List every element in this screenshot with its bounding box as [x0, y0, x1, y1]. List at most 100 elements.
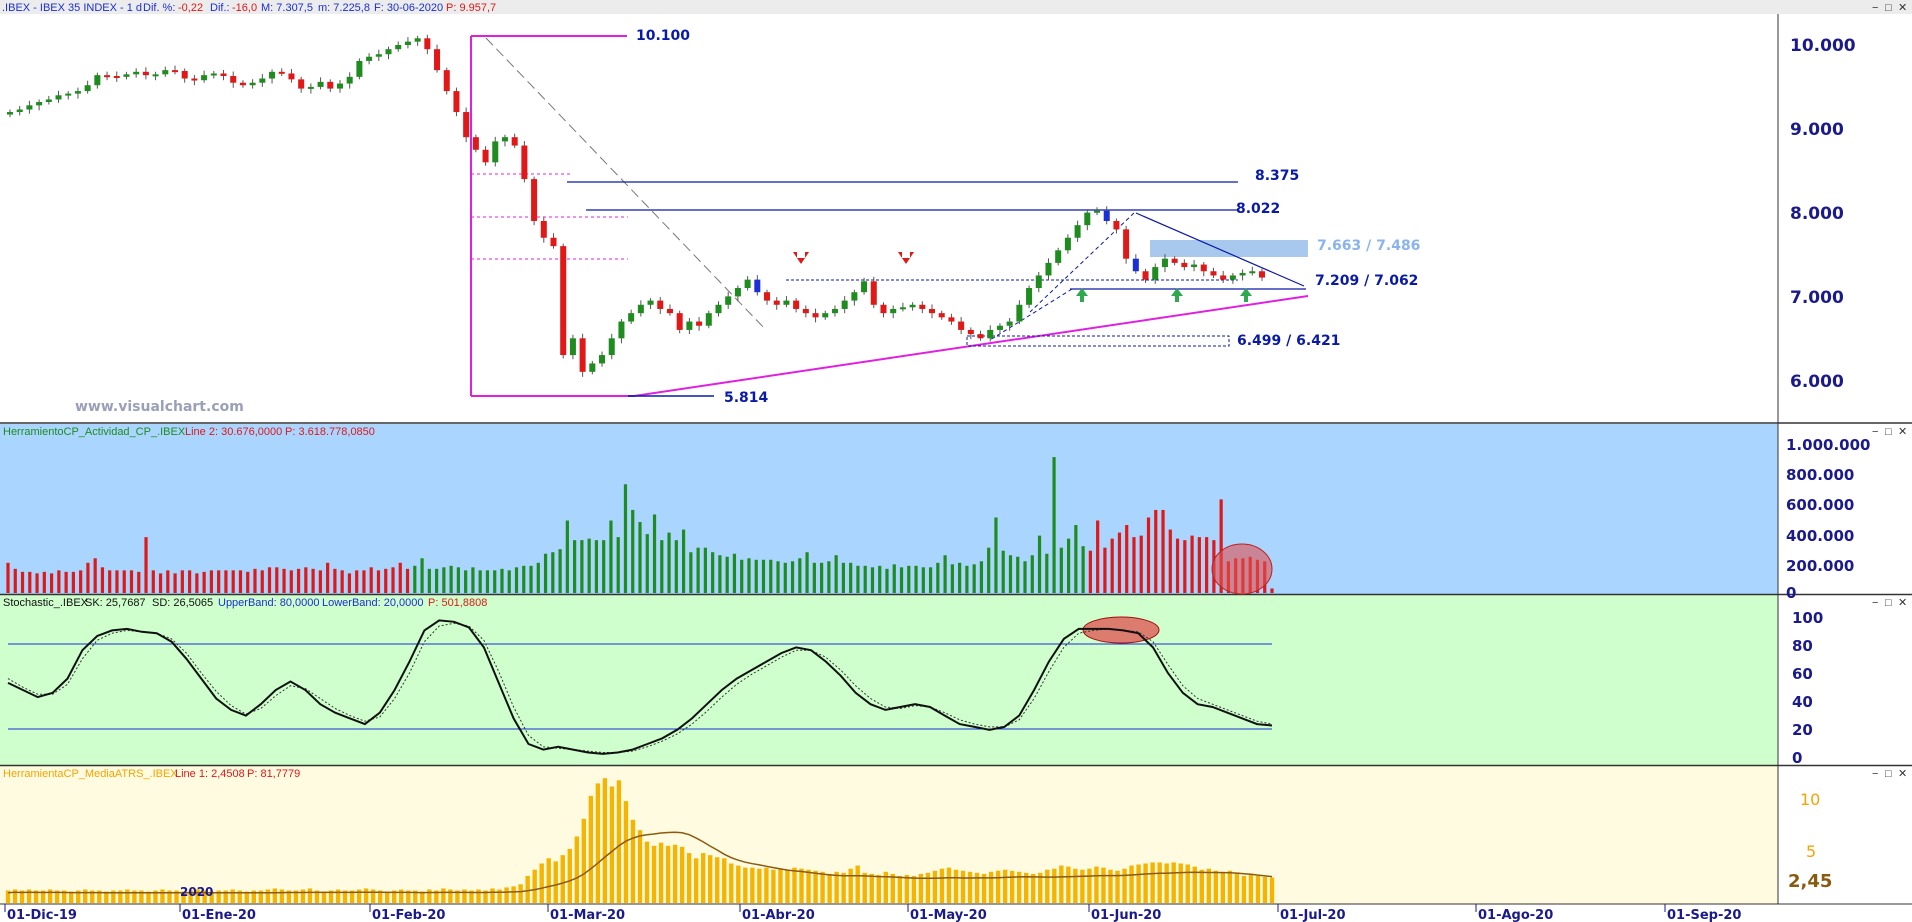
atr-bar [911, 875, 917, 903]
candle-body [113, 76, 120, 79]
stoch-p-label: P: 501,8808 [428, 597, 487, 609]
close-icon[interactable]: ✕ [1898, 2, 1907, 14]
y-tick-label: 60 [1792, 665, 1813, 683]
atr-bar [722, 858, 727, 903]
candle-body [1123, 229, 1130, 259]
candle-body [307, 86, 314, 89]
maximize-icon[interactable]: □ [1885, 426, 1892, 438]
candle-body [861, 281, 868, 293]
candle-body [1113, 220, 1120, 230]
atr-bar [560, 855, 565, 903]
atr-bar [904, 874, 910, 903]
atr-bar [26, 889, 32, 903]
price-annotations [470, 35, 1309, 397]
candle-body [434, 49, 441, 71]
candle-body [152, 74, 159, 77]
candle-body [404, 41, 411, 45]
atr-bar [1164, 863, 1169, 903]
atr-bar [111, 890, 116, 903]
atr-bar [595, 783, 601, 903]
maximize-icon[interactable]: □ [1885, 768, 1892, 780]
volume-bar [674, 540, 678, 593]
volume-bar [166, 570, 170, 593]
atr-bar [799, 868, 804, 903]
level-label-7209: 7.209 / 7.062 [1315, 273, 1418, 289]
candle-body [366, 56, 373, 61]
candle-body [298, 79, 305, 89]
up-arrow-icon [1171, 288, 1183, 302]
volume-bar [558, 549, 562, 593]
candle-body [705, 313, 712, 326]
volume-bar [296, 568, 301, 593]
candle-body [870, 281, 877, 305]
volume-bar [108, 570, 112, 593]
candle-body [1026, 288, 1033, 305]
minimize-icon[interactable]: − [1872, 597, 1878, 609]
volume-bar [1154, 509, 1158, 593]
volume-bar [326, 562, 330, 593]
volume-bar [841, 562, 846, 593]
level-label-8375: 8.375 [1255, 168, 1299, 184]
minimize-icon[interactable]: − [1872, 768, 1878, 780]
atr-bar [1206, 868, 1211, 903]
candle-body [725, 296, 732, 305]
atr-bar [356, 889, 362, 903]
volume-bar [42, 571, 46, 593]
close-icon[interactable]: ✕ [1898, 768, 1907, 780]
volume-bar [355, 570, 359, 593]
atr-bar [448, 889, 453, 903]
stoch-lower: LowerBand: 20,0000 [322, 597, 424, 609]
candle-body [1132, 258, 1139, 272]
close-icon[interactable]: ✕ [1898, 426, 1907, 438]
close-icon[interactable]: ✕ [1898, 597, 1907, 609]
atr-bar [237, 890, 242, 903]
candle-body [191, 78, 198, 81]
candle-body [162, 70, 169, 75]
candle-body [996, 325, 1003, 330]
candle-body [783, 300, 790, 305]
candle-body [1074, 225, 1081, 238]
atr-y-axis: 10 5 2,45 [1788, 790, 1832, 892]
atr-line-label: Line 1: 2,4508 [175, 768, 245, 780]
y-tick-label: 40 [1792, 693, 1813, 711]
atr-bar [1185, 864, 1190, 903]
volume-bar [565, 520, 569, 593]
atr-bar [160, 889, 165, 903]
minimize-icon[interactable]: − [1872, 2, 1878, 14]
atr-bar [413, 890, 418, 903]
candle-body [45, 99, 52, 102]
zone-6499 [966, 335, 1230, 347]
volume-bar [950, 564, 954, 593]
volume-bar [100, 567, 105, 593]
volume-bar [703, 547, 707, 593]
atr-bar [602, 778, 608, 903]
candle-body [666, 308, 673, 314]
maximize-icon[interactable]: □ [1885, 597, 1892, 609]
minimize-icon[interactable]: − [1872, 426, 1878, 438]
atr-bar [918, 873, 924, 903]
volume-bar [718, 555, 722, 593]
maximize-icon[interactable]: □ [1885, 2, 1892, 14]
volume-bar [1139, 535, 1143, 593]
volume-bar [805, 552, 809, 593]
candle-body [1055, 250, 1062, 263]
atr-bar [855, 865, 860, 903]
atr-bar [644, 841, 650, 903]
atr-bar [1241, 875, 1247, 903]
candle-body [647, 300, 654, 305]
candle-body [1161, 258, 1168, 268]
atr-bar [1094, 866, 1099, 903]
candle-body [1239, 272, 1246, 276]
candle-body [133, 71, 140, 75]
candle-body [511, 137, 518, 146]
volume-bar [1125, 525, 1129, 593]
level-label-8022: 8.022 [1236, 201, 1280, 217]
candle-body [754, 279, 761, 293]
header-min: m: 7.225,8 [318, 2, 370, 14]
candle-body [210, 73, 217, 76]
atr-bar [314, 890, 320, 903]
candle-body [424, 38, 431, 50]
volume-bar [1001, 550, 1005, 593]
volume-bar [151, 570, 155, 593]
atr-bar [476, 889, 481, 903]
